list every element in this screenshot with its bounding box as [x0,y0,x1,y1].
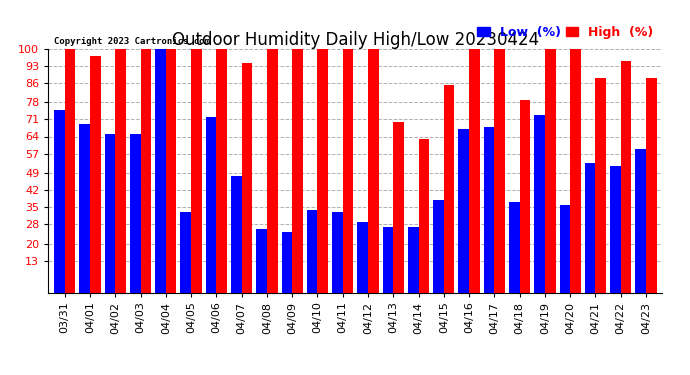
Bar [433,200,444,292]
Title: Outdoor Humidity Daily High/Low 20230424: Outdoor Humidity Daily High/Low 20230424 [172,31,539,49]
Bar [206,117,217,292]
Bar [444,86,455,292]
Bar [585,164,595,292]
Bar [621,61,631,292]
Bar [241,63,253,292]
Bar [90,56,101,292]
Bar [217,49,227,292]
Bar [545,49,555,292]
Bar [560,205,570,292]
Bar [520,100,530,292]
Bar [115,49,126,292]
Bar [307,210,317,292]
Bar [317,49,328,292]
Bar [469,49,480,292]
Bar [292,49,303,292]
Bar [130,134,141,292]
Bar [343,49,353,292]
Bar [393,122,404,292]
Bar [368,49,379,292]
Bar [458,129,469,292]
Bar [419,139,429,292]
Bar [155,49,166,292]
Bar [166,49,177,292]
Bar [105,134,115,292]
Bar [408,226,419,292]
Bar [191,49,201,292]
Bar [54,110,65,292]
Bar [65,49,75,292]
Bar [267,49,277,292]
Bar [231,176,241,292]
Bar [282,231,292,292]
Legend: Low  (%), High  (%): Low (%), High (%) [475,23,656,41]
Bar [646,78,657,292]
Bar [595,78,606,292]
Bar [181,212,191,292]
Bar [635,149,646,292]
Bar [484,127,494,292]
Bar [141,49,151,292]
Bar [610,166,621,292]
Bar [509,202,520,292]
Bar [332,212,343,292]
Bar [357,222,368,292]
Bar [534,115,545,292]
Bar [79,124,90,292]
Bar [570,49,581,292]
Text: Copyright 2023 Cartronics.com: Copyright 2023 Cartronics.com [55,38,210,46]
Bar [383,226,393,292]
Bar [256,229,267,292]
Bar [494,49,505,292]
